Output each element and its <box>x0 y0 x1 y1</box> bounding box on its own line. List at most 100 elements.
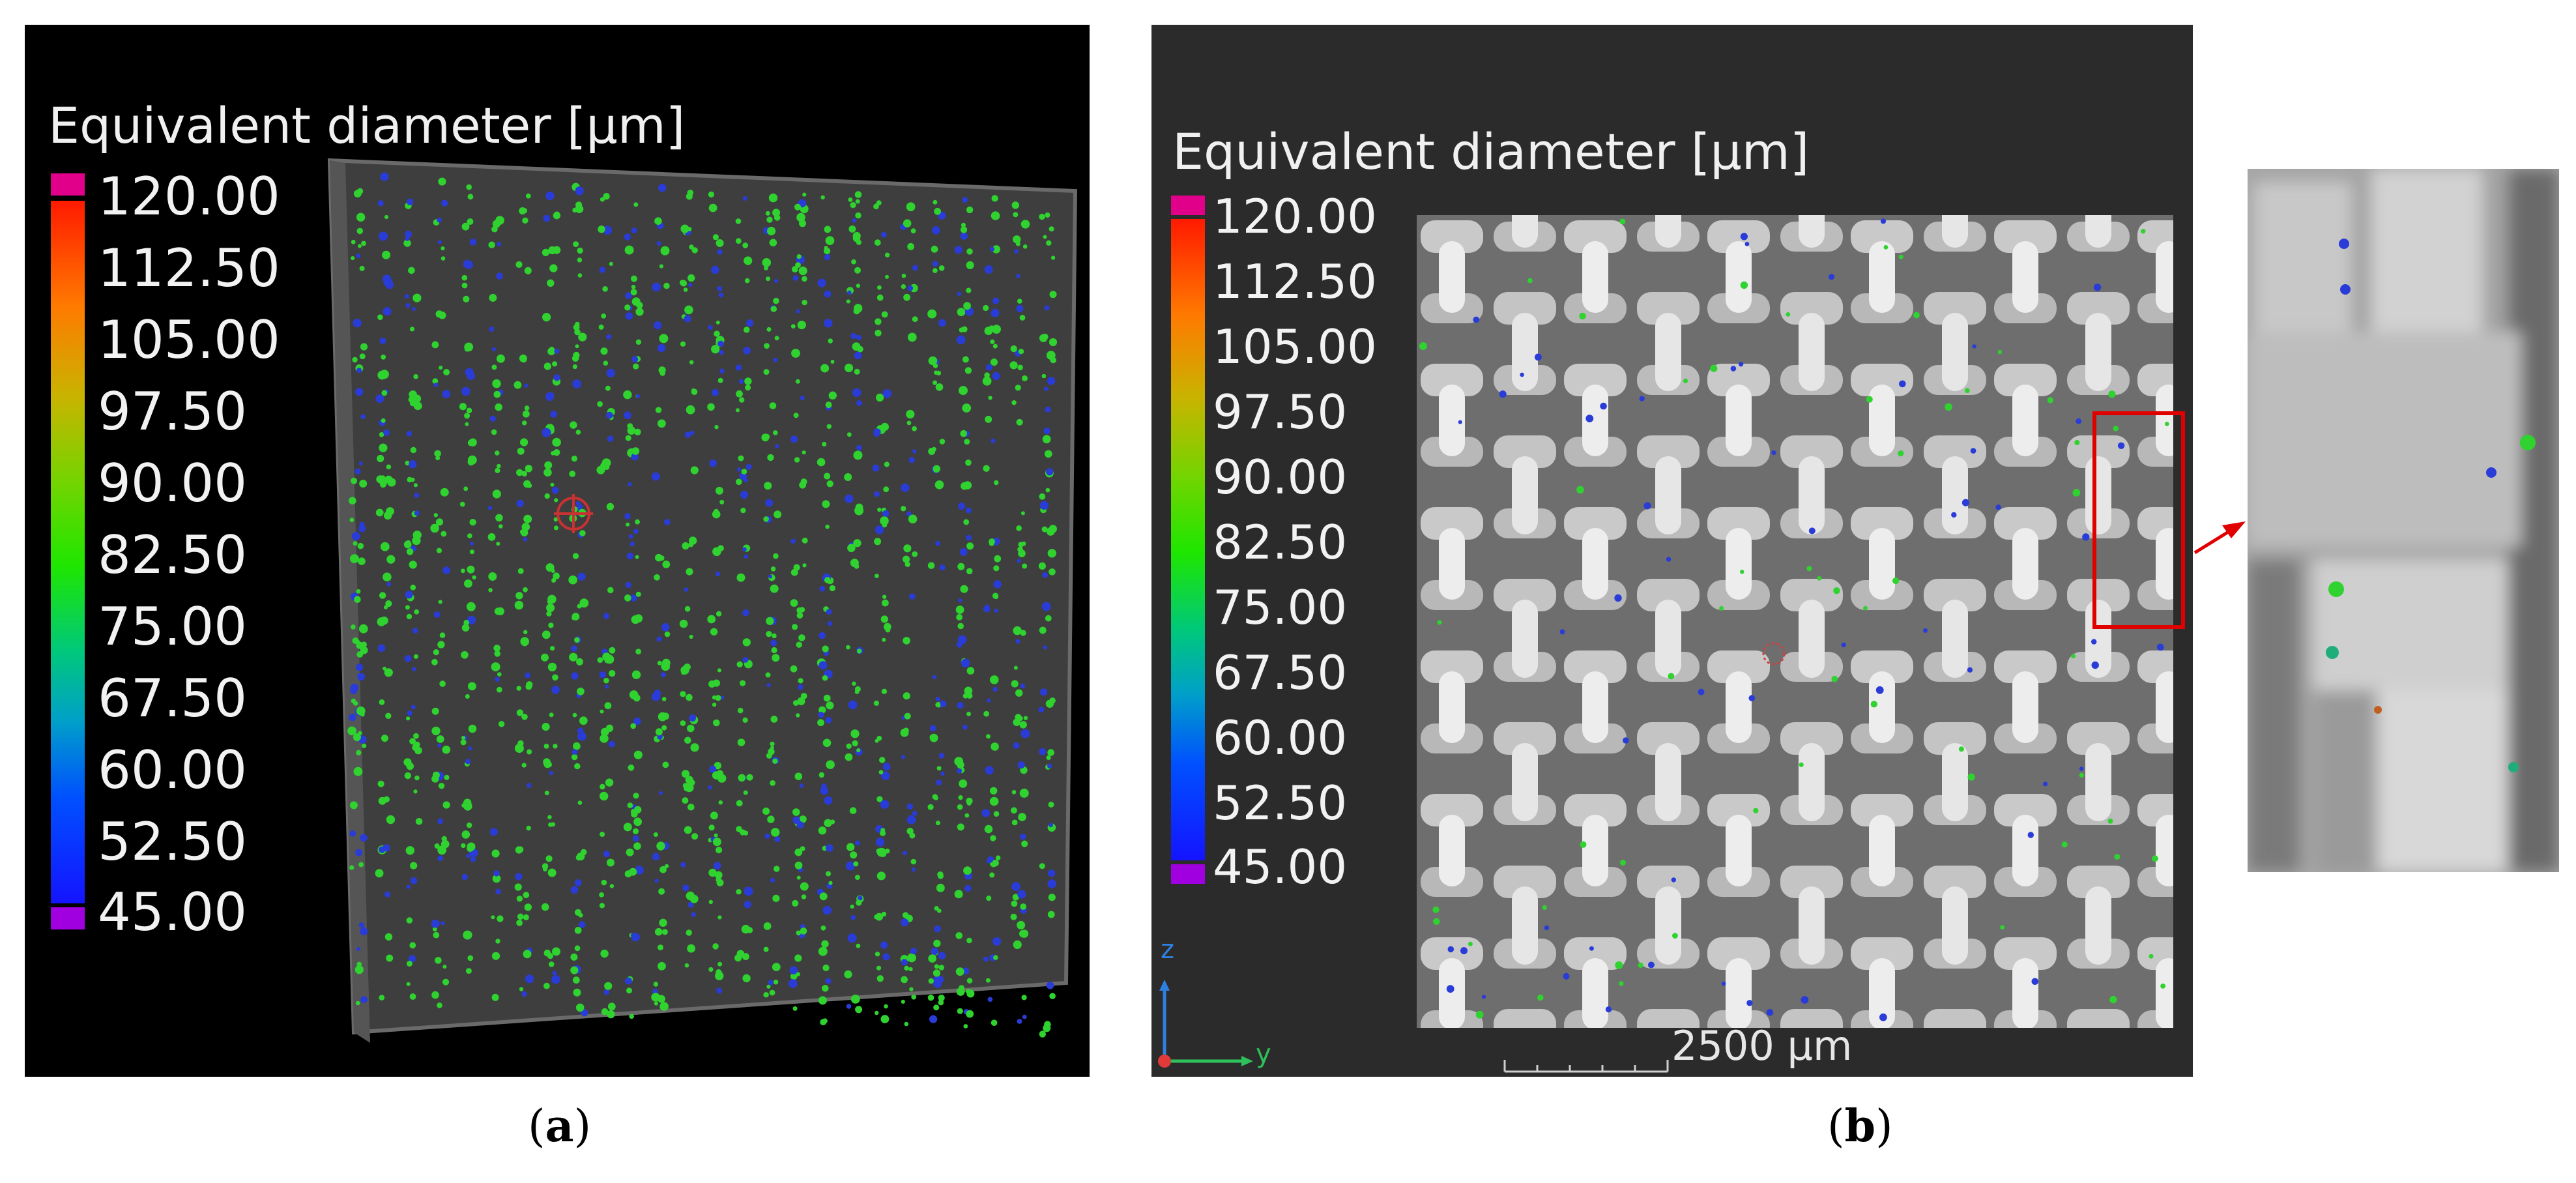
pore-dot <box>741 924 751 934</box>
pore-dot <box>880 615 888 623</box>
pore-dot <box>527 483 532 488</box>
pore-dot <box>850 729 860 738</box>
pore-dot <box>568 575 577 585</box>
pore-dot <box>826 480 833 488</box>
pore-dot <box>856 445 862 451</box>
pore-dot <box>708 203 717 212</box>
pore-dot <box>856 748 861 753</box>
pore-dot <box>858 896 863 901</box>
pore-dot <box>709 460 717 467</box>
pore-dot <box>774 336 779 341</box>
pore-dot <box>489 415 496 422</box>
pore-dot <box>661 929 668 935</box>
pore-dot <box>655 407 662 413</box>
pore-dot <box>628 534 633 539</box>
pore-dot <box>403 758 412 767</box>
pore-dot <box>519 207 527 215</box>
pore-dot <box>770 780 775 786</box>
pore-dot <box>957 308 966 317</box>
pore-dot <box>817 458 826 467</box>
pore-dot <box>403 540 412 549</box>
pore-dot <box>577 572 586 581</box>
pore-dot <box>405 236 410 241</box>
pore-dot <box>687 944 695 953</box>
pore-dot <box>825 717 832 723</box>
pore-dot <box>876 871 886 881</box>
pore-dot <box>764 482 772 490</box>
pore-dot <box>768 980 774 986</box>
pore-dot <box>460 739 467 746</box>
pore-dot <box>800 478 807 486</box>
pore-dot <box>1744 242 1750 246</box>
pore-dot <box>802 299 807 306</box>
pore-dot <box>855 503 863 512</box>
pore-dot <box>738 455 744 461</box>
pore-dot <box>570 953 578 961</box>
pore-dot <box>599 671 606 679</box>
pore-dot <box>570 966 579 974</box>
pore-dot <box>957 291 962 296</box>
pore-dot <box>983 304 989 312</box>
pore-dot <box>521 523 530 531</box>
pore-dot <box>413 789 418 794</box>
pore-dot <box>717 340 724 347</box>
pore-dot <box>1011 790 1017 795</box>
pore-dot <box>2091 639 2097 645</box>
pore-dot <box>796 875 801 880</box>
pore-dot <box>1997 349 2003 355</box>
pore-dot <box>938 265 945 271</box>
pore-dot <box>431 707 439 715</box>
pore-dot <box>1883 245 1889 250</box>
pore-dot <box>957 562 965 570</box>
pore-dot <box>465 694 470 699</box>
pore-dot <box>710 811 718 820</box>
pore-dot <box>1576 486 1584 494</box>
pore-dot <box>1017 920 1026 929</box>
pore-dot <box>906 511 912 517</box>
pore-dot <box>1018 813 1026 821</box>
pore-dot <box>541 653 549 662</box>
pore-dot <box>543 949 551 957</box>
pore-dot <box>439 366 443 370</box>
pore-dot <box>684 305 693 315</box>
pore-dot <box>469 549 475 555</box>
pore-dot <box>625 977 632 985</box>
pore-dot <box>679 619 688 628</box>
pore-dot <box>386 507 394 516</box>
pore-dot <box>405 460 410 466</box>
woven-fabric-slice <box>1417 215 2173 1028</box>
pore-dot <box>927 562 935 569</box>
pore-dot <box>356 254 361 258</box>
pore-dot <box>349 714 356 722</box>
pore-dot <box>517 913 524 920</box>
pore-dot <box>736 573 745 582</box>
pore-dot <box>793 564 800 571</box>
pore-dot <box>497 463 501 469</box>
pore-dot <box>774 866 780 872</box>
pore-dot <box>985 766 994 775</box>
pore-dot <box>876 965 882 971</box>
pore-dot <box>794 772 803 780</box>
pore-dot <box>603 226 613 235</box>
scale-bar <box>1503 1060 1669 1073</box>
pore-dot <box>802 563 807 568</box>
pore-dot <box>358 731 362 736</box>
pore-dot <box>1038 562 1046 570</box>
pore-dot <box>520 438 528 446</box>
pore-dot <box>628 764 635 771</box>
pore-dot <box>1022 1014 1027 1019</box>
pore-dot <box>492 874 501 883</box>
pore-dot <box>351 532 360 541</box>
pore-dot <box>386 464 392 470</box>
pore-dot <box>956 614 962 621</box>
pore-dot <box>355 664 364 671</box>
pore-dot <box>441 246 445 251</box>
pore-dot <box>353 701 358 706</box>
pore-dot <box>554 498 558 503</box>
pore-dot <box>383 572 392 581</box>
pore-dot <box>935 697 940 701</box>
pore-dot <box>359 480 368 488</box>
pore-dot <box>716 320 720 325</box>
pore-dot <box>993 811 1000 817</box>
pore-dot <box>1013 940 1022 949</box>
